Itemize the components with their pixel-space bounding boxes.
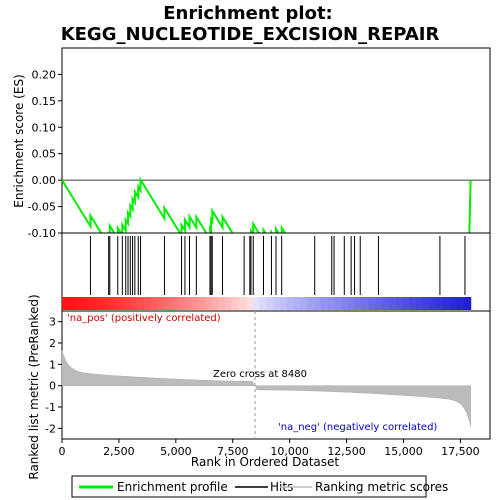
ranking-metric-area	[61, 350, 471, 427]
colorbar-segment	[157, 297, 165, 310]
colorbar-segment	[450, 297, 458, 310]
colorbar-segment	[245, 297, 254, 310]
colorbar-segment	[75, 297, 84, 310]
metric-ytick-label: 2	[49, 337, 56, 350]
x-tick-label: 17,500	[441, 445, 480, 458]
colorbar-segment	[198, 297, 206, 310]
es-ytick-label: 0.15	[32, 95, 57, 108]
colorbar-segment	[109, 297, 118, 310]
metric-ytick-label: 3	[49, 316, 56, 329]
colorbar-segment	[136, 297, 145, 310]
colorbar-segment	[205, 297, 213, 310]
colorbar-segment	[82, 297, 90, 310]
colorbar-segment	[395, 297, 404, 310]
chart-title-line1: Enrichment plot:	[163, 3, 333, 24]
es-panel-frame	[61, 47, 491, 234]
colorbar-segment	[348, 297, 356, 310]
x-tick-label: 10,000	[270, 445, 309, 458]
colorbar-segment	[225, 297, 233, 310]
colorbar-segment	[279, 297, 288, 310]
colorbar-segment	[463, 297, 472, 310]
colorbar-segment	[457, 297, 465, 310]
colorbar-segment	[143, 297, 152, 310]
colorbar-segment	[96, 297, 104, 310]
metric-ytick-label: 1	[49, 358, 56, 371]
pos-correlated-label: 'na_pos' (positively correlated)	[67, 313, 221, 324]
legend: Enrichment profile Hits Ranking metric s…	[71, 475, 448, 498]
x-tick-label: 15,000	[384, 445, 423, 458]
hits-panel	[61, 232, 491, 312]
metric-ytick-label: -2	[45, 422, 56, 435]
colorbar-segment	[436, 297, 445, 310]
colorbar-segment	[239, 297, 247, 310]
neg-correlated-label: 'na_neg' (negatively correlated)	[278, 422, 437, 433]
colorbar-segment	[266, 297, 274, 310]
colorbar-segment	[150, 297, 158, 310]
colorbar-segment	[211, 297, 220, 310]
es-ytick-label: 0.10	[32, 121, 57, 134]
es-ylabel: Enrichment score (ES)	[12, 74, 26, 207]
colorbar-segment	[375, 297, 383, 310]
colorbar-segment	[402, 297, 410, 310]
x-axis-label: Rank in Ordered Dataset	[191, 455, 339, 469]
colorbar-segment	[170, 297, 179, 310]
colorbar-segment	[388, 297, 397, 310]
colorbar-segment	[409, 297, 417, 310]
colorbar-segment	[130, 297, 138, 310]
colorbar-segment	[123, 297, 131, 310]
colorbar-segment	[416, 297, 424, 310]
colorbar-segment	[164, 297, 172, 310]
colorbar-segment	[307, 297, 315, 310]
metric-ylabel: Ranked list metric (PreRanked)	[27, 294, 41, 479]
colorbar-segment	[89, 297, 97, 310]
colorbar-segment	[382, 297, 390, 310]
colorbar-segment	[218, 297, 227, 310]
x-tick-label: 2,500	[103, 445, 135, 458]
colorbar-segment	[62, 297, 70, 310]
metric-panel-frame	[61, 310, 491, 440]
colorbar-segment	[300, 297, 308, 310]
x-tick-label: 5,000	[160, 445, 192, 458]
colorbar-segment	[177, 297, 186, 310]
colorbar-segment	[293, 297, 301, 310]
es-ytick-label: 0.05	[32, 148, 57, 161]
colorbar-segment	[422, 297, 431, 310]
zero-cross-label: Zero cross at 8480	[213, 369, 307, 380]
colorbar-segment	[327, 297, 336, 310]
es-ytick-label: -0.10	[28, 227, 56, 240]
metric-ytick-label: -1	[45, 401, 56, 414]
x-tick-label: 12,500	[327, 445, 366, 458]
colorbar-segment	[429, 297, 438, 310]
metric-panel: -2 -1 0 1 2 3 'na_pos' (positively correlated…	[45, 310, 491, 440]
es-panel: -0.10 -0.05 0.00 0.05 0.10 0.15 0.20	[28, 47, 491, 433]
metric-ytick-label: 0	[49, 380, 56, 393]
colorbar-segment	[191, 297, 199, 310]
colorbar-segment	[259, 297, 267, 310]
es-ytick-label: 0.00	[32, 174, 57, 187]
colorbar-segment	[354, 297, 363, 310]
colorbar-segment	[116, 297, 124, 310]
colorbar-segment	[252, 297, 261, 310]
colorbar-segment	[320, 297, 329, 310]
colorbar-segment	[68, 297, 77, 310]
es-ytick-label: 0.20	[32, 68, 57, 81]
colorbar-segment	[286, 297, 295, 310]
colorbar-segment	[184, 297, 193, 310]
colorbar-segment	[341, 297, 349, 310]
colorbar-segment	[443, 297, 451, 310]
x-tick-label: 7,500	[217, 445, 249, 458]
x-tick-label: 0	[59, 445, 66, 458]
legend-enrichment-label: Enrichment profile	[117, 480, 228, 494]
colorbar-segment	[314, 297, 322, 310]
colorbar-segment	[361, 297, 370, 310]
colorbar-segment	[368, 297, 376, 310]
colorbar-segment	[102, 297, 111, 310]
colorbar-segment	[273, 297, 281, 310]
legend-metric-label: Ranking metric scores	[315, 480, 448, 494]
colorbar-segment	[232, 297, 240, 310]
chart-title-line2: KEGG_NUCLEOTIDE_EXCISION_REPAIR	[61, 24, 440, 45]
es-ytick-label: -0.05	[28, 201, 56, 214]
colorbar-segment	[334, 297, 342, 310]
